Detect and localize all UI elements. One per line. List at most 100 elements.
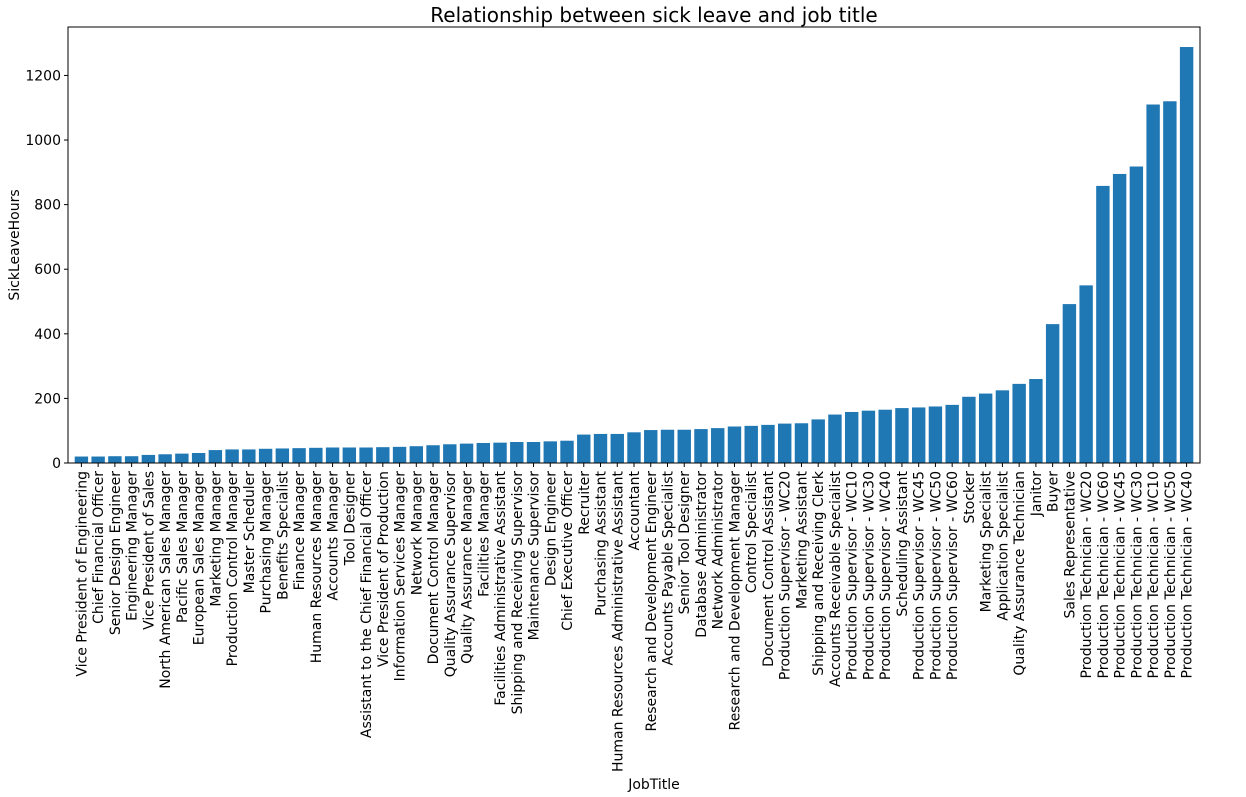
- x-tick-label: Vice President of Production: [376, 471, 392, 667]
- chart-title: Relationship between sick leave and job …: [430, 3, 877, 27]
- x-tick-label: Purchasing Assistant: [594, 470, 610, 615]
- bar: [1045, 324, 1060, 463]
- bar: [1079, 285, 1093, 463]
- x-tick-label: Purchasing Manager: [259, 471, 275, 614]
- bar: [225, 449, 239, 463]
- x-tick-label: Quality Assurance Manager: [460, 471, 476, 664]
- bar: [627, 432, 641, 463]
- x-tick-label: Application Specialist: [995, 470, 1011, 620]
- x-tick-label: Senior Design Engineer: [108, 471, 124, 635]
- y-tick-label: 800: [34, 198, 61, 214]
- x-tick-label: Production Technician - WC40: [1180, 471, 1196, 678]
- bar: [175, 453, 189, 463]
- bar: [510, 442, 524, 463]
- bar: [359, 447, 373, 463]
- bar: [660, 429, 675, 463]
- x-tick-label: Accountant: [627, 470, 643, 550]
- bar: [895, 408, 909, 463]
- x-tick-label: Facilities Administrative Assistant: [493, 471, 509, 706]
- x-tick-label: Production Supervisor - WC45: [912, 471, 928, 680]
- x-tick-label: Research and Development Manager: [727, 471, 743, 731]
- x-tick-label: Production Supervisor - WC50: [928, 471, 944, 680]
- bar: [778, 423, 792, 463]
- x-tick-label: Quality Assurance Technician: [1012, 471, 1028, 676]
- bar: [711, 428, 725, 463]
- bar: [811, 419, 825, 463]
- bar: [878, 409, 892, 463]
- bar: [761, 424, 775, 463]
- x-tick-label: Quality Assurance Supervisor: [443, 471, 459, 678]
- bar: [1146, 104, 1160, 463]
- x-tick-label: Master Scheduler: [242, 471, 258, 594]
- x-tick-label: Accounts Manager: [326, 471, 342, 601]
- x-tick-label: Production Supervisor - WC20: [778, 471, 794, 680]
- x-tick-label: Janitor: [1029, 471, 1045, 518]
- plot-frame: [67, 26, 1201, 464]
- x-tick-label: Vice President of Engineering: [74, 471, 90, 677]
- bar: [476, 442, 490, 463]
- y-tick-label: 0: [52, 456, 61, 472]
- y-tick-label: 400: [34, 327, 61, 343]
- x-tick-label: Scheduling Assistant: [895, 471, 911, 617]
- x-tick-label: Stocker: [962, 471, 978, 524]
- x-tick-label: Chief Executive Officer: [560, 471, 576, 631]
- x-tick-label: Document Control Manager: [426, 471, 442, 665]
- bar: [426, 445, 440, 463]
- bar: [928, 406, 943, 463]
- x-tick-label: Production Technician - WC60: [1096, 471, 1112, 678]
- bar: [376, 447, 390, 463]
- x-tick-label: Engineering Manager: [125, 471, 141, 621]
- x-tick-label: Production Technician - WC20: [1079, 471, 1095, 678]
- bar: [309, 447, 323, 463]
- bar: [74, 456, 89, 463]
- x-tick-label: Chief Financial Officer: [91, 471, 107, 624]
- bar: [459, 443, 474, 463]
- bar: [191, 452, 206, 463]
- bars-group: [74, 47, 1194, 464]
- bar: [325, 447, 340, 463]
- bar: [694, 429, 708, 463]
- x-tick-label: Research and Development Engineer: [644, 471, 660, 732]
- x-tick-label: Production Control Manager: [225, 471, 241, 667]
- x-tick-label: Tool Designer: [342, 471, 358, 567]
- bar: [108, 456, 122, 463]
- bar: [744, 425, 758, 463]
- bar: [1163, 101, 1177, 463]
- x-tick-label: Maintenance Supervisor: [527, 471, 543, 641]
- bar: [577, 434, 591, 463]
- bar: [861, 410, 876, 463]
- x-tick-label: Production Supervisor - WC60: [945, 471, 961, 680]
- x-tick-label: Shipping and Receiving Supervisor: [510, 471, 526, 715]
- x-axis-ticks: Vice President of Engineering Chief Finan…: [74, 463, 1196, 773]
- x-tick-label: Production Supervisor - WC30: [861, 471, 877, 680]
- bar: [1096, 185, 1110, 463]
- bar: [677, 429, 691, 463]
- bar: [1012, 383, 1026, 463]
- y-tick-label: 1200: [25, 68, 61, 84]
- bar: [91, 456, 105, 463]
- x-tick-label: Shipping and Receiving Clerk: [811, 470, 827, 676]
- x-tick-label: Document Control Assistant: [761, 471, 777, 667]
- x-tick-label: Production Supervisor - WC40: [878, 471, 894, 680]
- bar: [828, 414, 842, 463]
- bar: [644, 430, 658, 463]
- bar: [911, 407, 926, 463]
- bar: [1112, 173, 1127, 463]
- bar: [443, 444, 457, 463]
- y-tick-label: 600: [34, 262, 61, 278]
- x-tick-label: Design Engineer: [543, 471, 559, 586]
- bar: [945, 404, 959, 463]
- bar: [1179, 47, 1194, 464]
- bar: [242, 449, 256, 463]
- x-tick-label: Marketing Manager: [208, 471, 224, 607]
- bar: [158, 454, 172, 463]
- bar: [560, 440, 574, 463]
- x-tick-label: Human Resources Administrative Assistant: [610, 471, 626, 773]
- bar: [995, 390, 1010, 463]
- bar: [493, 442, 507, 463]
- x-tick-label: Sales Representative: [1062, 471, 1078, 619]
- x-tick-label: Control Specialist: [744, 470, 760, 593]
- x-tick-label: Facilities Manager: [476, 471, 492, 597]
- bar: [1029, 379, 1043, 463]
